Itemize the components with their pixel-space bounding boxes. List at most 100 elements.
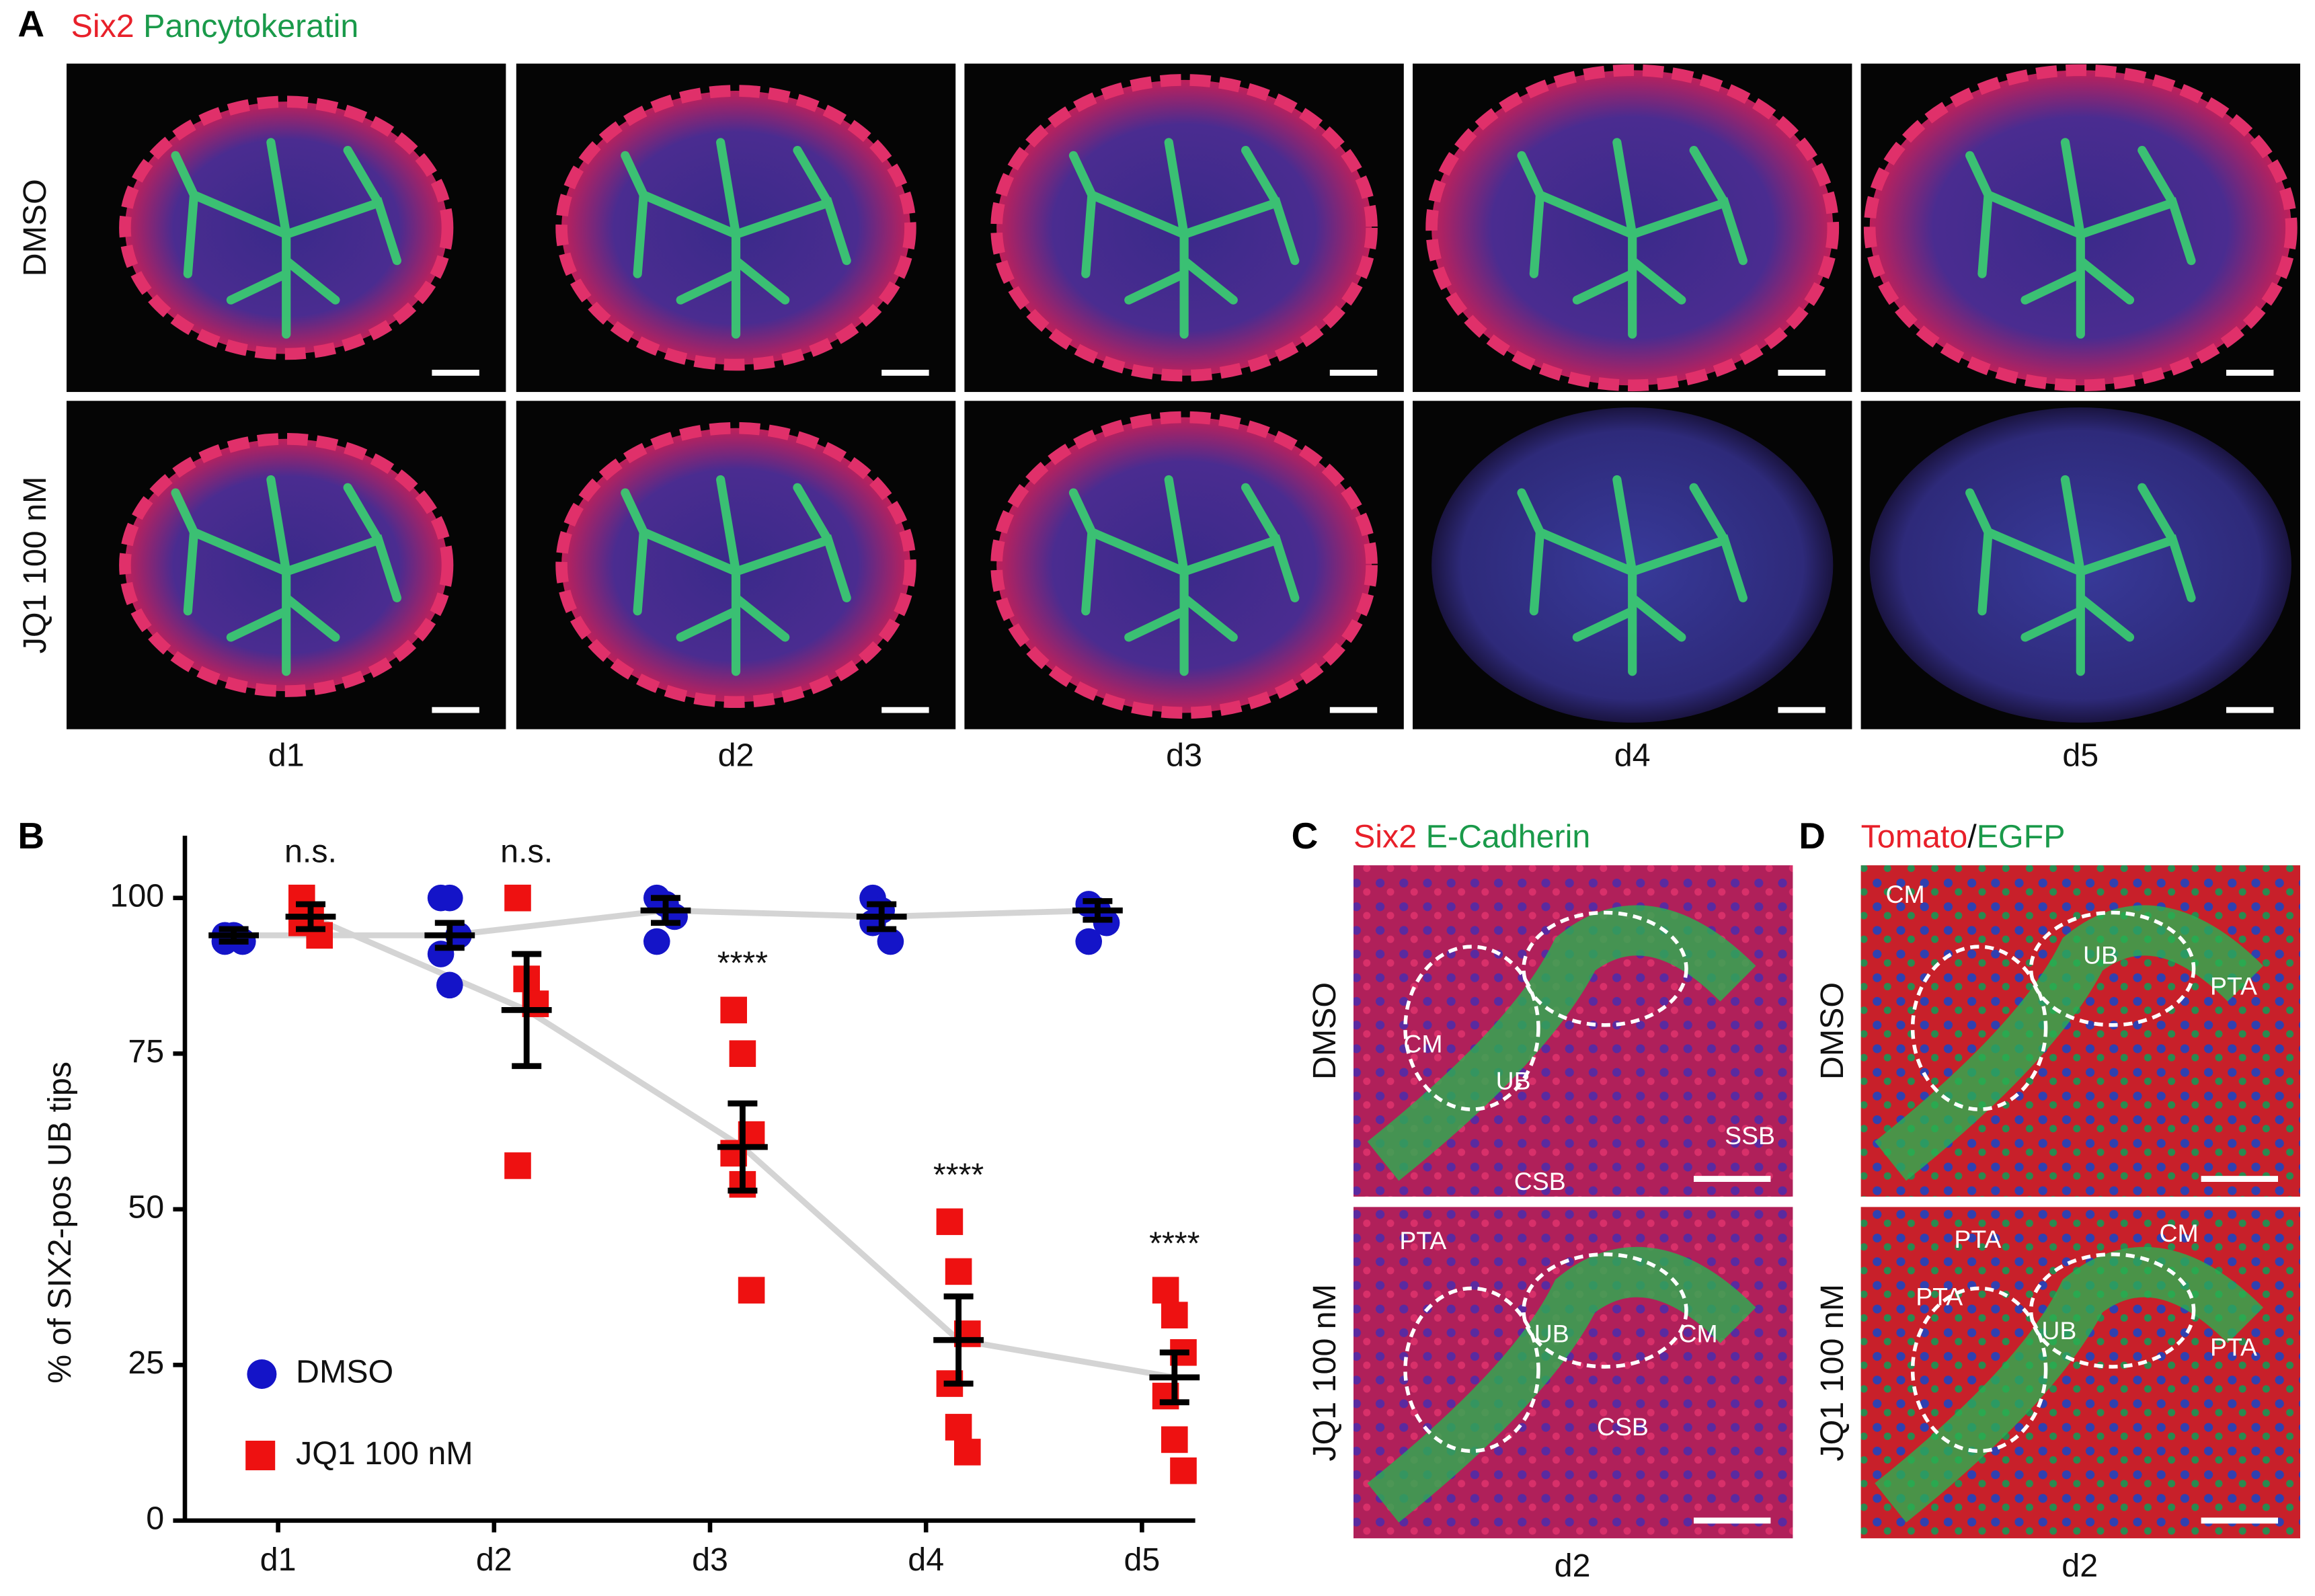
row-label: DMSO <box>1306 982 1343 1080</box>
outlined-structure <box>1910 1286 2048 1453</box>
ureteric-tree <box>1068 475 1300 676</box>
x-tick-label: d2 <box>476 1542 512 1578</box>
micrograph <box>1353 865 1793 1197</box>
structure-label: PTA <box>1916 1283 1963 1311</box>
outlined-structure <box>1522 910 1688 1027</box>
error-bar <box>285 901 336 932</box>
ureteric-tree <box>1517 475 1748 676</box>
column-label: d4 <box>1614 737 1651 773</box>
data-point <box>729 1040 756 1068</box>
data-point <box>1152 1277 1179 1304</box>
stain: EGFP <box>1977 818 2066 854</box>
x-tick-label: d1 <box>260 1542 297 1578</box>
stain: Pancytokeratin <box>143 8 358 44</box>
y-tick-label: 50 <box>128 1189 164 1226</box>
stain-header: Six2 Pancytokeratin <box>71 8 359 44</box>
structure-label: CM <box>1403 1029 1442 1058</box>
structure-label: PTA <box>2210 972 2257 1000</box>
structure-label: PTA <box>1954 1225 2001 1253</box>
epithelium <box>1875 905 2264 1181</box>
x-tick-label: d5 <box>1124 1542 1160 1578</box>
column-label: d2 <box>718 737 754 773</box>
error-bar <box>933 1293 984 1387</box>
x-tick-label: d3 <box>692 1542 728 1578</box>
error-bar <box>424 920 475 951</box>
data-point <box>504 1152 531 1179</box>
outlined-structure <box>1910 945 2048 1111</box>
y-tick-label: 100 <box>110 877 164 914</box>
row-label: JQ1 100 nM <box>1306 1284 1343 1462</box>
data-point <box>877 928 904 955</box>
ureteric-tree <box>1965 138 2196 339</box>
ureteric-tree <box>621 138 851 339</box>
x-tick-label: d4 <box>908 1542 944 1578</box>
legend-marker <box>247 1359 277 1389</box>
epithelium <box>1875 1246 2264 1523</box>
micrograph <box>964 401 1404 729</box>
micrograph <box>1860 865 2300 1197</box>
error-bar <box>208 926 260 945</box>
y-tick-label: 0 <box>146 1501 164 1537</box>
row-label: DMSO <box>1814 982 1850 1080</box>
outlined-structure <box>2029 1252 2196 1369</box>
separator: / <box>1967 818 1977 854</box>
significance-label: **** <box>933 1157 984 1193</box>
panel-letter: A <box>17 3 44 44</box>
structure-label: PTA <box>2210 1332 2257 1361</box>
y-axis-label: % of SIX2-pos UB tips <box>42 1062 78 1384</box>
micrograph <box>1860 63 2300 393</box>
structure-label: CSB <box>1514 1167 1566 1195</box>
data-point <box>1170 1457 1197 1484</box>
ureteric-tree <box>1965 475 2196 676</box>
micrograph <box>1413 63 1852 393</box>
structure-label: CM <box>2160 1219 2199 1247</box>
error-bar <box>501 951 552 1070</box>
error-bar <box>1072 897 1123 923</box>
data-point <box>1161 1426 1188 1453</box>
legend-marker <box>245 1440 276 1470</box>
column-label: d2 <box>2062 1548 2098 1584</box>
stain: Six2 <box>71 8 134 44</box>
ureteric-tree <box>1517 138 1748 339</box>
structure-label: CM <box>1679 1320 1718 1348</box>
stain: E-Cadherin <box>1426 818 1591 854</box>
micrograph <box>1413 401 1852 729</box>
data-point <box>436 884 463 912</box>
panel-letter: B <box>17 815 44 856</box>
column-label: d1 <box>268 737 305 773</box>
y-tick-label: 25 <box>128 1345 164 1381</box>
ureteric-tree <box>621 475 851 676</box>
legend-label: JQ1 100 nM <box>296 1435 473 1472</box>
column-label: d5 <box>2062 737 2098 773</box>
stain-header: Six2 E-Cadherin <box>1353 818 1590 854</box>
column-label: d2 <box>1555 1548 1591 1584</box>
panels: A Six2 Pancytokeratin DMSO JQ1 100 nM d1 d2 d3… <box>17 3 2300 1584</box>
epithelium <box>1367 905 1756 1181</box>
row-label: JQ1 100 nM <box>1814 1284 1850 1462</box>
micrograph <box>516 63 956 393</box>
micrograph <box>516 401 956 729</box>
significance-label: **** <box>1149 1226 1200 1262</box>
ureteric-tree <box>171 475 401 676</box>
ureteric-tree <box>1068 138 1300 339</box>
structure-label: UB <box>2083 941 2118 969</box>
data-point <box>1161 1302 1188 1328</box>
stain-header: Tomato/EGFP <box>1861 818 2066 854</box>
structure-label: UB <box>1534 1320 1569 1348</box>
epithelium <box>1367 1246 1756 1523</box>
micrograph <box>1860 401 2300 729</box>
outlined-structure <box>1522 1252 1688 1369</box>
stain: Six2 <box>1353 818 1417 854</box>
data-point <box>738 1277 765 1304</box>
panel-letter: D <box>1799 815 1826 856</box>
outlined-structure <box>2029 910 2196 1027</box>
significance-label: **** <box>717 945 768 982</box>
error-bar <box>640 895 691 926</box>
micrograph <box>67 401 506 729</box>
stain: Tomato <box>1861 818 1968 854</box>
structure-label: SSB <box>1725 1121 1775 1150</box>
micrograph <box>964 63 1404 393</box>
data-point <box>504 884 531 912</box>
error-bar <box>717 1100 768 1194</box>
